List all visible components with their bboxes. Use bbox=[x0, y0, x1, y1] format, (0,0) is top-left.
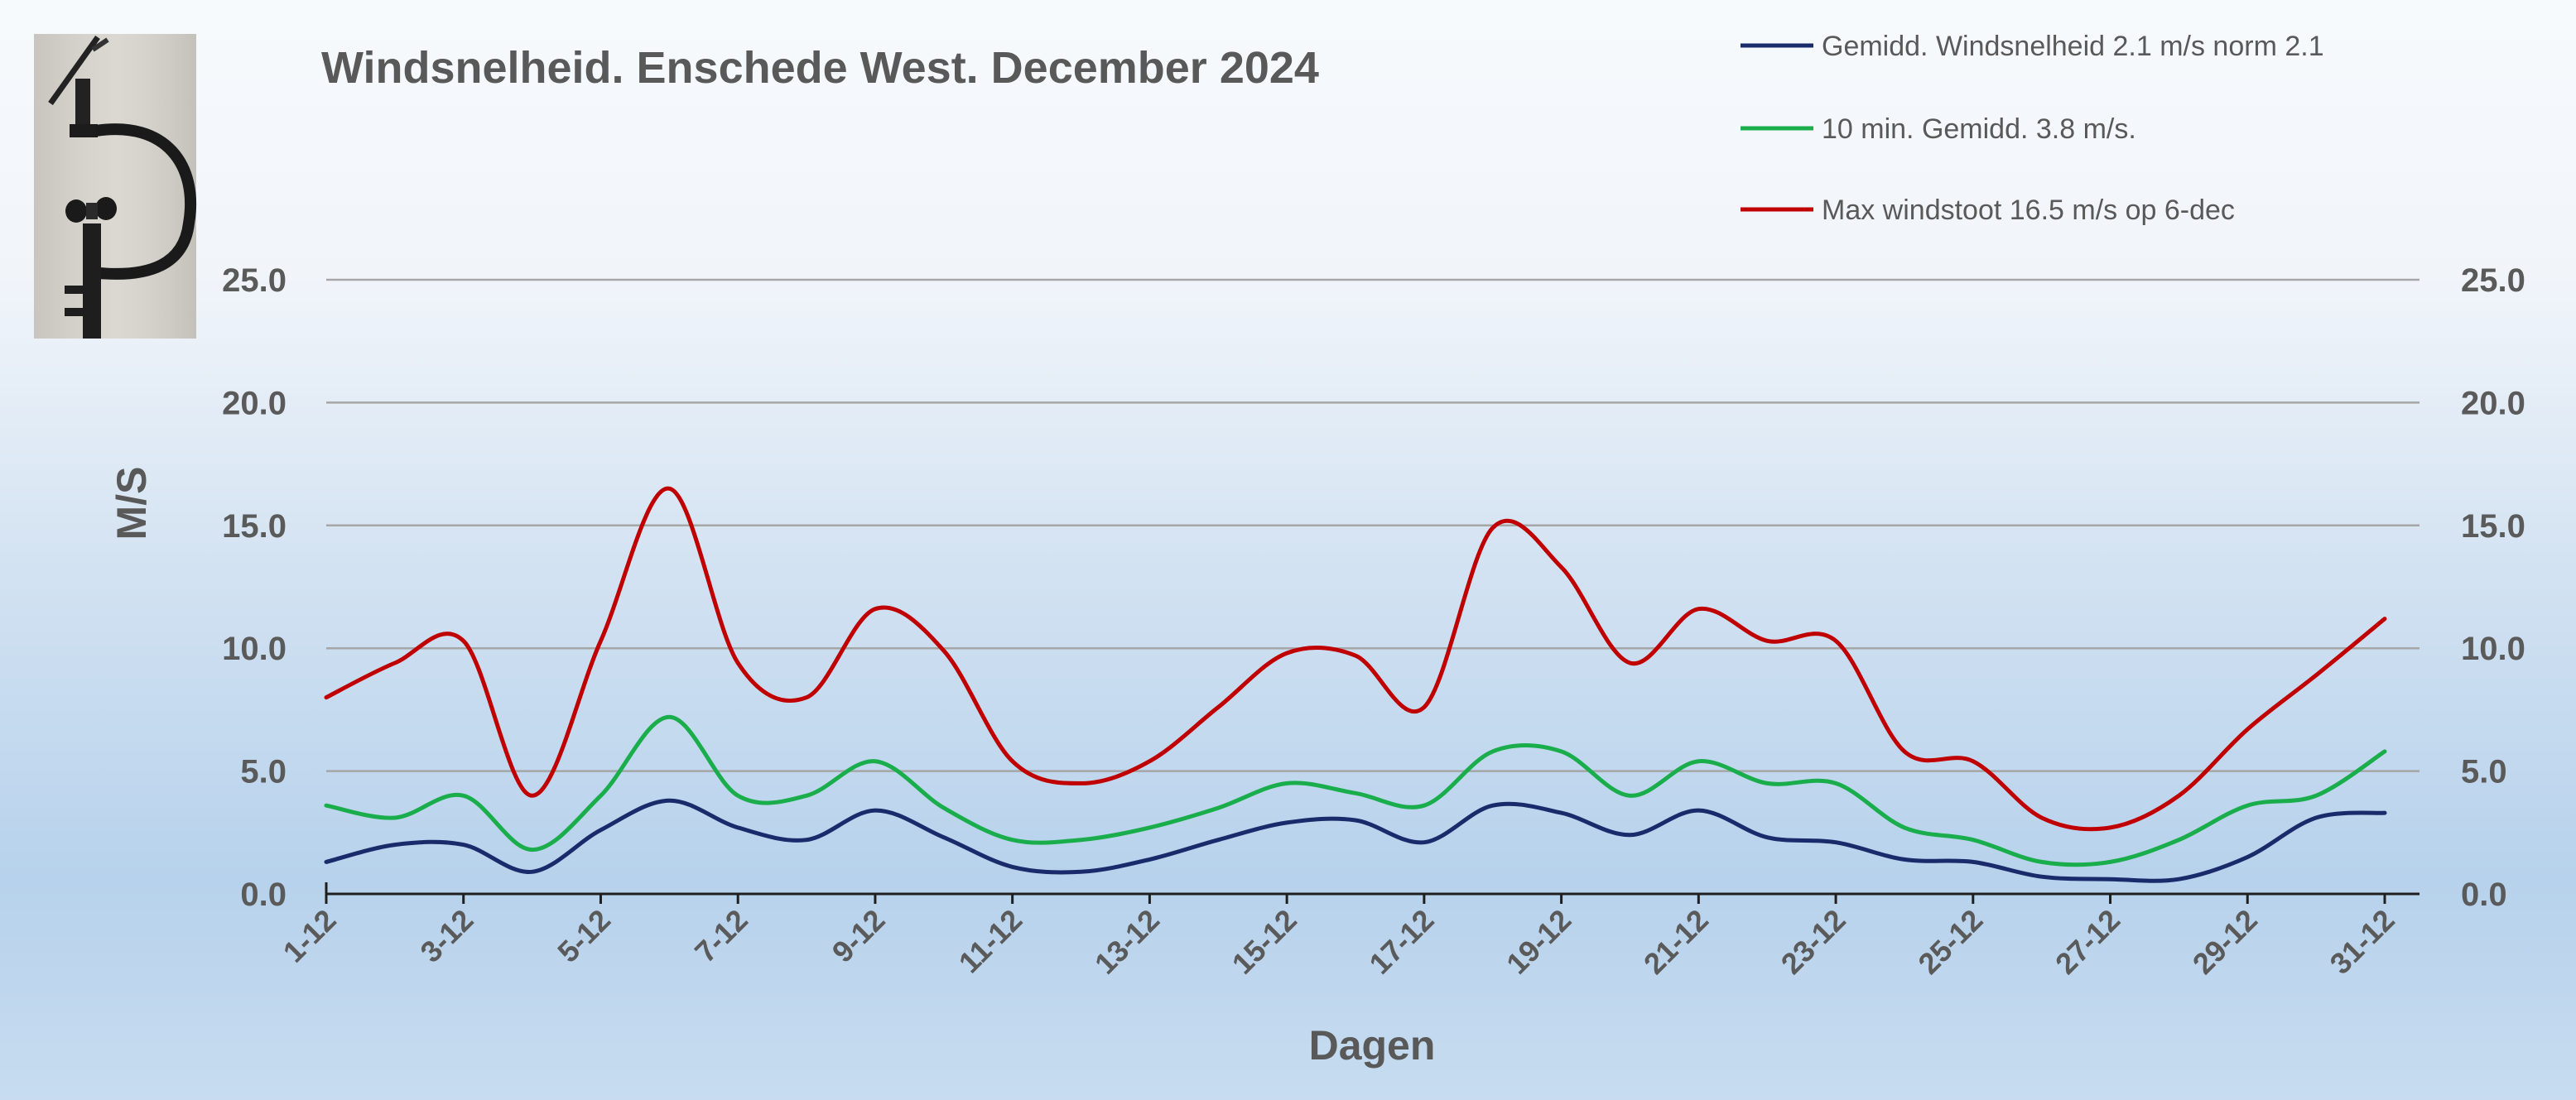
y-tick-label-left: 10.0 bbox=[222, 631, 286, 667]
y-tick-labels-right: 0.0 5.0 10.0 15.0 20.0 25.0 bbox=[2461, 262, 2525, 913]
y-tick-label-right: 25.0 bbox=[2461, 262, 2525, 299]
x-tick-label: 19-12 bbox=[1500, 903, 1577, 981]
y-tick-label-left: 25.0 bbox=[222, 262, 286, 299]
x-tick-label: 23-12 bbox=[1774, 903, 1852, 981]
y-tick-label-left: 15.0 bbox=[222, 508, 286, 545]
series-line-10min-gemidd bbox=[324, 714, 2387, 867]
x-tick-label: 3-12 bbox=[413, 903, 479, 969]
series-line-max-windstoot bbox=[324, 486, 2387, 832]
legend-label: 10 min. Gemidd. 3.8 m/s. bbox=[1822, 113, 2136, 145]
x-tick-label: 13-12 bbox=[1088, 903, 1166, 981]
x-tick-label: 5-12 bbox=[551, 903, 617, 969]
y-tick-labels-left: 0.0 5.0 10.0 15.0 20.0 25.0 bbox=[222, 262, 286, 913]
x-tick-label: 29-12 bbox=[2186, 903, 2264, 981]
x-tick-label: 15-12 bbox=[1225, 903, 1303, 981]
y-tick-label-right: 0.0 bbox=[2461, 877, 2507, 913]
x-tick-label: 7-12 bbox=[688, 903, 754, 969]
y-tick-label-right: 10.0 bbox=[2461, 631, 2525, 667]
y-axis-title: M/S bbox=[108, 467, 155, 540]
x-tick-label: 27-12 bbox=[2049, 903, 2126, 981]
series-line-gemidd-windsnelheid bbox=[324, 798, 2387, 883]
legend: Gemidd. Windsnelheid 2.1 m/s norm 2.1 10 … bbox=[1741, 31, 2324, 226]
grid-lines bbox=[326, 278, 2420, 772]
y-tick-label-right: 5.0 bbox=[2461, 754, 2507, 790]
x-tick-label: 17-12 bbox=[1362, 903, 1440, 981]
y-tick-label-left: 20.0 bbox=[222, 385, 286, 421]
legend-label: Max windstoot 16.5 m/s op 6-dec bbox=[1822, 195, 2235, 226]
y-tick-label-left: 5.0 bbox=[240, 754, 286, 790]
anemometer-photo bbox=[34, 34, 197, 339]
x-tick-labels: 1-12 3-12 5-12 7-12 9-12 11-12 13-12 15-12 17-12… bbox=[277, 903, 2401, 981]
chart-title: Windsnelheid. Enschede West. December 20… bbox=[321, 43, 1319, 93]
y-tick-label-left: 0.0 bbox=[240, 877, 286, 913]
x-tick-label: 21-12 bbox=[1637, 903, 1715, 981]
axes bbox=[325, 882, 2420, 904]
x-tick-label: 9-12 bbox=[826, 903, 892, 969]
x-tick-label: 25-12 bbox=[1911, 903, 1989, 981]
series-lines bbox=[324, 486, 2387, 883]
x-axis-title: Dagen bbox=[1309, 1022, 1436, 1069]
y-tick-label-right: 15.0 bbox=[2461, 508, 2525, 545]
x-tick-label: 11-12 bbox=[952, 903, 1029, 980]
x-tick-label: 31-12 bbox=[2323, 903, 2401, 981]
y-tick-label-right: 20.0 bbox=[2461, 385, 2525, 421]
legend-label: Gemidd. Windsnelheid 2.1 m/s norm 2.1 bbox=[1822, 31, 2324, 62]
